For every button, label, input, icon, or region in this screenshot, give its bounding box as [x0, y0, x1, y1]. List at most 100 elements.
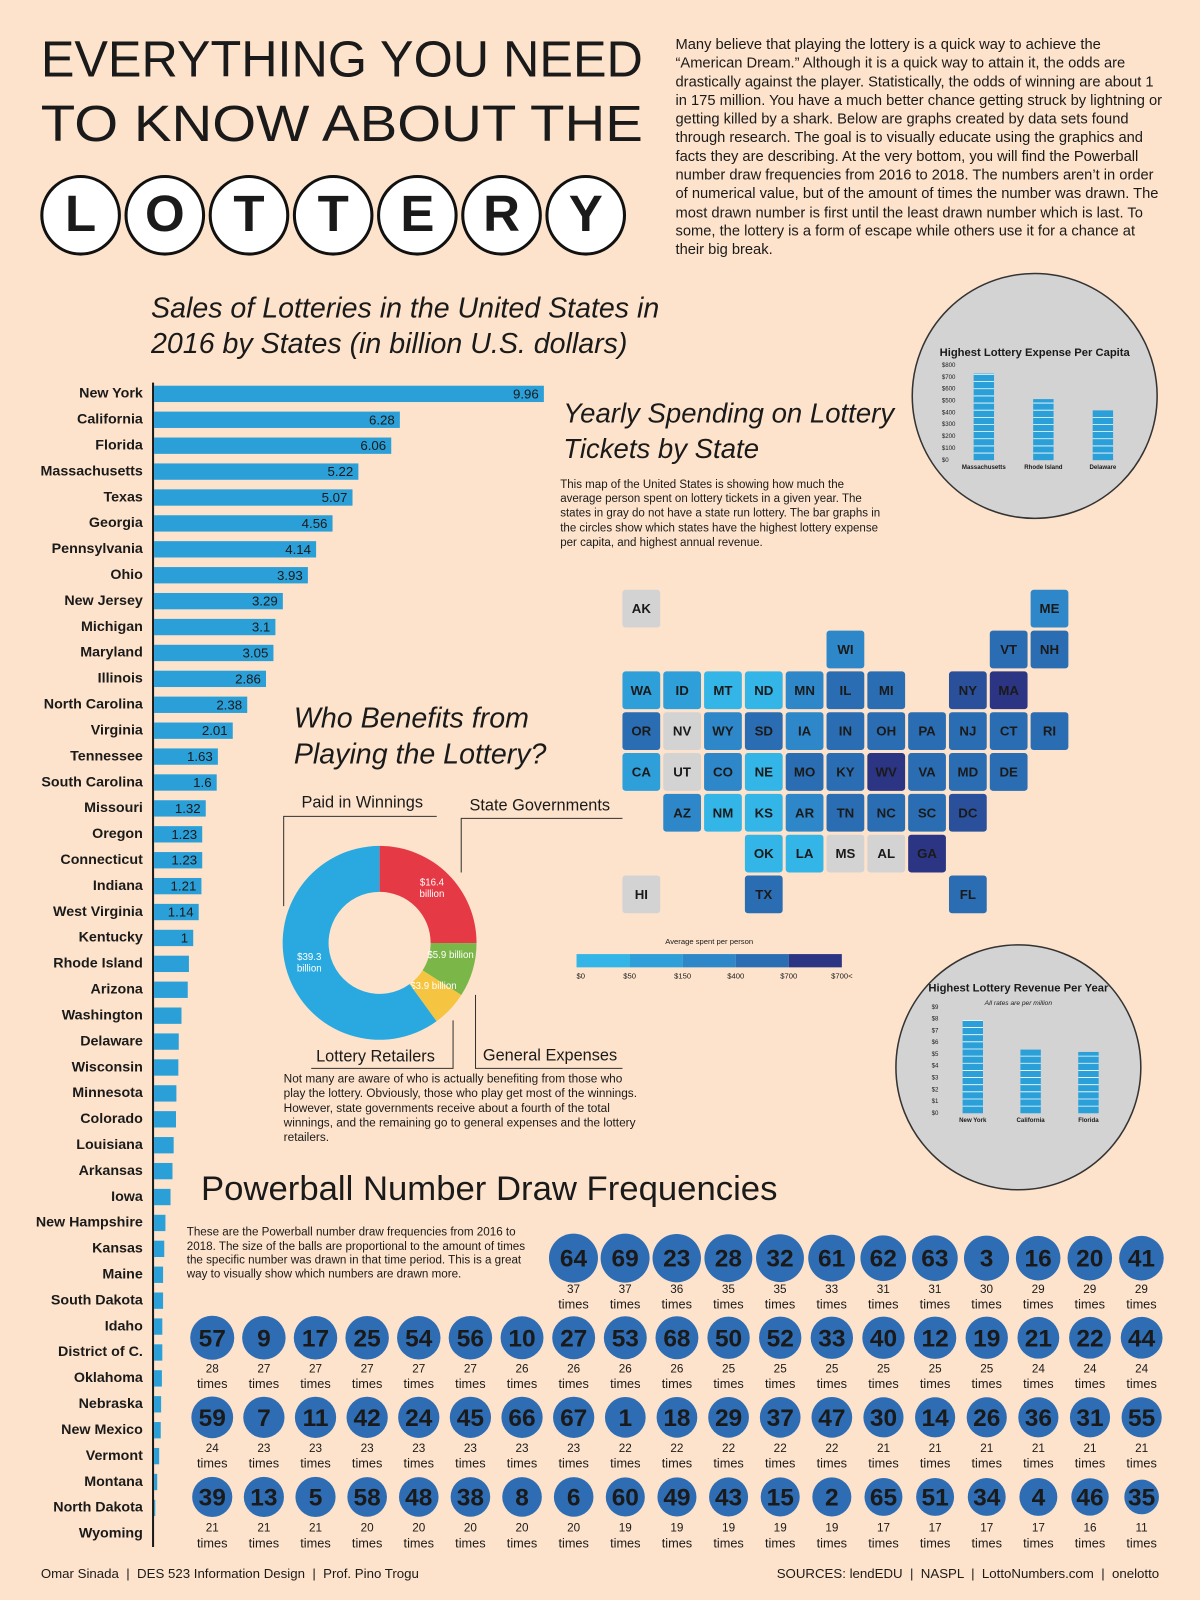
- draw-unit: times: [558, 1296, 588, 1311]
- ball: [860, 1235, 907, 1281]
- state-label: NM: [713, 805, 734, 820]
- draw-unit: times: [352, 1376, 382, 1391]
- draw-count: 35: [773, 1283, 787, 1296]
- state-label: KS: [755, 805, 774, 820]
- draw-unit: times: [404, 1376, 434, 1391]
- category-label: North Dakota: [53, 1500, 144, 1516]
- draw-count: 21: [929, 1442, 942, 1455]
- state-label: SC: [918, 805, 937, 820]
- ball: [963, 1235, 1010, 1281]
- category-label: Florida: [95, 437, 144, 453]
- bar: [154, 1344, 163, 1361]
- category-label: New Mexico: [61, 1422, 143, 1438]
- draw-unit: times: [816, 1296, 846, 1311]
- ball: [965, 1316, 1008, 1359]
- ball-number: 67: [560, 1405, 587, 1432]
- ball-number: 38: [457, 1484, 484, 1511]
- ball-number: 25: [354, 1325, 381, 1352]
- state-tile: [908, 753, 946, 791]
- ball: [293, 1316, 338, 1360]
- ball: [756, 1234, 804, 1283]
- ball-number: 63: [921, 1246, 948, 1273]
- letter-ball: [208, 175, 290, 256]
- state-tile: [989, 753, 1028, 791]
- draw-unit: times: [920, 1456, 950, 1471]
- leader-line: [283, 815, 437, 907]
- letter-ball: [292, 175, 374, 256]
- ball: [863, 1397, 904, 1438]
- donut-leaders: [283, 815, 623, 1069]
- ball: [915, 1397, 956, 1438]
- state-label: OK: [754, 846, 774, 861]
- draw-count: 17: [877, 1522, 890, 1535]
- ball: [656, 1396, 698, 1438]
- ball-number: 33: [818, 1325, 845, 1352]
- bar: [154, 1292, 164, 1309]
- bar: [154, 1007, 182, 1024]
- draw-count: 26: [516, 1362, 529, 1375]
- category-label: West Virginia: [53, 904, 144, 920]
- value-label: 6.28: [369, 412, 395, 427]
- donut-segment: [409, 970, 462, 1022]
- state-tile: [704, 712, 742, 750]
- draw-unit: times: [610, 1376, 640, 1391]
- bar: [154, 1137, 174, 1154]
- draw-count: 25: [774, 1362, 788, 1375]
- state-label: CO: [713, 764, 733, 779]
- draw-unit: times: [300, 1456, 330, 1471]
- ball: [1015, 1235, 1061, 1281]
- ball: [1124, 1479, 1159, 1515]
- draw-count: 26: [567, 1362, 580, 1375]
- legend-label: $0: [577, 972, 586, 981]
- bar: [154, 1214, 166, 1232]
- state-tile: [989, 712, 1028, 750]
- state-label: MD: [958, 764, 979, 779]
- draw-count: 20: [516, 1522, 530, 1535]
- state-label: AZ: [673, 805, 691, 820]
- draw-count: 25: [929, 1362, 943, 1375]
- bar: [962, 1020, 983, 1114]
- bar: [154, 1370, 162, 1387]
- ball-number: 10: [508, 1325, 535, 1352]
- state-tile: [663, 712, 702, 750]
- category-label: Connecticut: [60, 852, 143, 868]
- draw-unit: times: [765, 1296, 795, 1311]
- draw-count: 20: [567, 1522, 581, 1535]
- draw-unit: times: [455, 1376, 485, 1391]
- bar: [154, 1059, 179, 1076]
- ball: [1017, 1316, 1060, 1359]
- state-tile: [826, 630, 865, 669]
- draw-unit: times: [507, 1456, 537, 1471]
- state-label: WI: [837, 642, 853, 657]
- state-tile: [744, 793, 783, 832]
- draw-count: 22: [722, 1442, 735, 1455]
- intro-text: Many believe that playing the lottery is…: [675, 36, 1163, 259]
- draw-unit: times: [971, 1296, 1001, 1311]
- category-label: Rhode Island: [53, 956, 143, 972]
- draw-count: 26: [670, 1362, 683, 1375]
- draw-unit: times: [249, 1456, 279, 1471]
- draw-unit: times: [249, 1535, 279, 1550]
- ball-number: 69: [611, 1246, 638, 1273]
- ball-number: 65: [870, 1484, 897, 1511]
- ball-number: 62: [870, 1246, 897, 1273]
- ball: [1069, 1397, 1111, 1438]
- draw-count: 27: [464, 1362, 477, 1375]
- state-label: KY: [836, 764, 855, 779]
- draw-unit: times: [920, 1535, 950, 1550]
- leader-line: [311, 1020, 454, 1069]
- draw-unit: times: [300, 1535, 330, 1550]
- value-label: 9.96: [513, 386, 539, 401]
- draw-unit: times: [455, 1535, 485, 1550]
- ball: [1069, 1316, 1111, 1359]
- value-label: 3.05: [243, 645, 269, 660]
- draw-count: 24: [1032, 1362, 1046, 1375]
- ball: [1019, 1477, 1058, 1516]
- category-label: Arkansas: [79, 1163, 143, 1179]
- bar: [1078, 1051, 1099, 1114]
- state-label: ID: [676, 683, 690, 698]
- category-label: Wisconsin: [72, 1059, 143, 1075]
- ball-number: 30: [870, 1405, 897, 1432]
- legend-label: $700: [780, 972, 797, 981]
- value-label: 1.63: [187, 749, 213, 764]
